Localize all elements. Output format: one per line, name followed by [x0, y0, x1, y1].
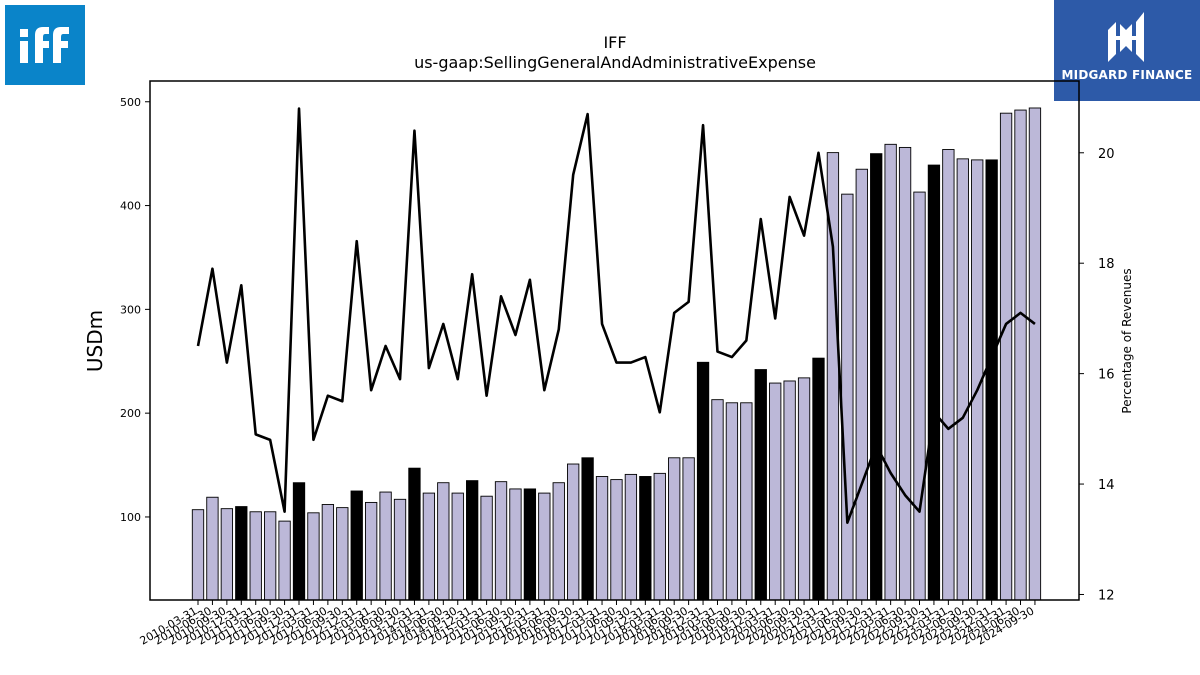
bar: [624, 473, 638, 601]
bar: [365, 501, 378, 601]
line-series: [196, 107, 1036, 525]
y2-tick-label: 14: [1098, 478, 1115, 493]
bar: [264, 511, 277, 601]
bar: [393, 498, 407, 601]
bar: [595, 476, 609, 601]
y-tick-label: 200: [120, 407, 141, 420]
bar: [769, 382, 782, 601]
bar: [379, 491, 392, 601]
bar: [422, 492, 436, 601]
bar: [567, 463, 580, 601]
bar: [523, 488, 537, 601]
bar: [321, 504, 335, 601]
bar: [668, 457, 681, 601]
bar: [350, 490, 363, 601]
bar: [1028, 107, 1042, 601]
bar: [336, 507, 349, 601]
bar: [783, 380, 796, 601]
bar: [480, 495, 493, 601]
bar: [898, 146, 912, 601]
bar: [956, 158, 969, 601]
bar: [1014, 109, 1027, 601]
chart-title: IFF: [603, 33, 626, 52]
y-tick-label: 100: [120, 511, 141, 524]
bar: [235, 506, 248, 601]
y2-tick-label: 12: [1098, 588, 1115, 603]
y-tick-label: 400: [120, 200, 141, 213]
bar: [292, 482, 306, 601]
bar: [740, 402, 753, 601]
bar: [696, 361, 710, 601]
y-axis-label: USDm: [83, 310, 107, 372]
y-tick-label: 300: [120, 303, 141, 316]
y2-tick-label: 20: [1098, 147, 1115, 162]
iff-logo-icon: [20, 27, 69, 63]
bar: [278, 520, 291, 601]
y-tick-label: 500: [120, 96, 141, 109]
iff-logo: [5, 5, 85, 85]
bar: [220, 508, 234, 601]
bar: [797, 377, 811, 601]
bar: [639, 476, 652, 601]
y2-tick-label: 18: [1098, 257, 1115, 272]
bar: [249, 511, 262, 601]
bar: [408, 467, 421, 601]
plot-frame: [149, 80, 1080, 601]
bar: [870, 153, 883, 601]
bar: [466, 480, 479, 601]
bar: [927, 164, 941, 601]
bar: [754, 369, 767, 601]
midgard-finance-name: MIDGARD FINANCE: [1061, 68, 1193, 82]
bar: [812, 357, 825, 601]
bar: [999, 112, 1013, 601]
bar: [725, 402, 739, 601]
bar: [437, 482, 450, 601]
bar: [494, 481, 508, 601]
bar: [610, 479, 623, 601]
bar: [451, 492, 464, 601]
bar: [552, 482, 565, 601]
y2-tick-label: 16: [1098, 368, 1115, 383]
bar: [581, 457, 594, 601]
bar: [841, 193, 854, 601]
bar: [206, 496, 219, 601]
bar: [985, 159, 998, 601]
bar: [191, 509, 205, 601]
bar: [942, 149, 955, 601]
bar: [682, 457, 695, 601]
bar: [307, 512, 320, 601]
bar: [855, 168, 868, 601]
y2-axis-label: Percentage of Revenues: [1120, 268, 1134, 413]
midgard-mark-icon: [1108, 12, 1144, 62]
bar: [913, 191, 926, 601]
chart-subtitle: us-gaap:SellingGeneralAndAdministrativeE…: [414, 53, 816, 72]
bar: [538, 492, 551, 601]
bar: [711, 399, 724, 601]
bar: [884, 143, 897, 601]
bar: [653, 472, 666, 601]
bar: [509, 488, 522, 601]
